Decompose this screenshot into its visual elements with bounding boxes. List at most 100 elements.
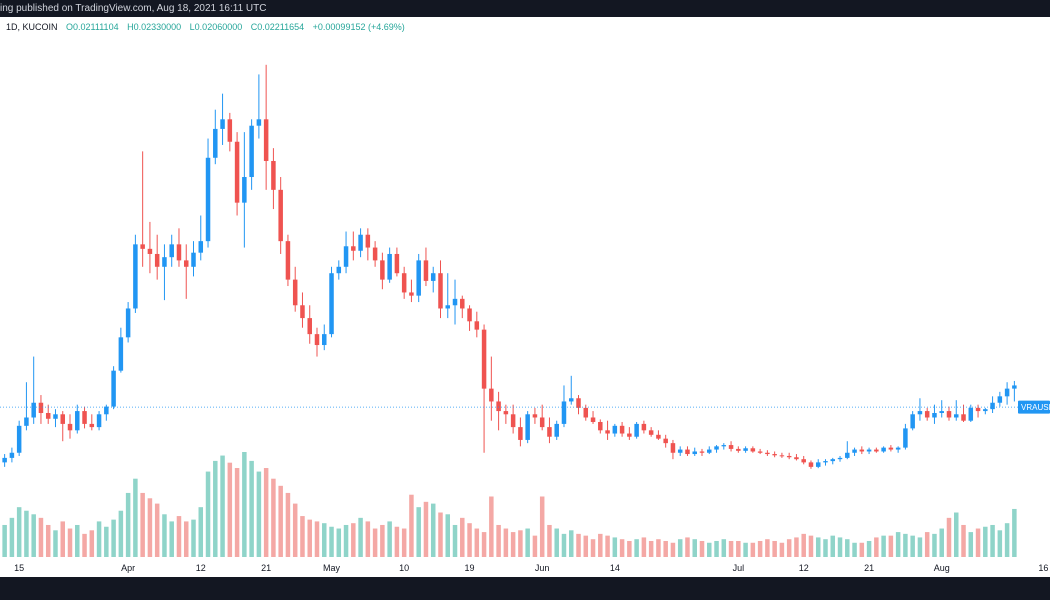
volume-bar: [104, 526, 109, 557]
candle-body: [234, 141, 240, 203]
symbol-info: 1D, KUCOIN O0.02111104 H0.02330000 L0.02…: [6, 22, 405, 32]
candle-body: [104, 406, 109, 415]
published-caption: ing published on TradingView.com, Aug 18…: [0, 3, 267, 14]
candle-body: [903, 428, 908, 448]
candle-body: [648, 430, 654, 435]
candle-body: [285, 241, 291, 280]
volume-bar: [234, 468, 240, 557]
candle: [1004, 382, 1010, 405]
candle-body: [561, 401, 567, 424]
volume-bar: [983, 526, 988, 557]
candle: [24, 382, 29, 431]
candle-body: [365, 234, 371, 248]
volume-bar: [576, 533, 581, 557]
volume-bar: [648, 540, 654, 557]
volume-bar: [997, 530, 1003, 557]
candle-body: [292, 279, 298, 306]
candle: [670, 439, 676, 460]
candle: [823, 459, 828, 466]
volume-bar: [53, 530, 58, 557]
candle: [467, 305, 472, 331]
volume-bar: [750, 542, 756, 557]
candle: [859, 446, 865, 455]
candle: [358, 228, 363, 258]
candle: [590, 411, 596, 424]
candle-body: [1004, 388, 1010, 397]
volume-bar: [285, 492, 291, 557]
volume-bar: [765, 539, 770, 557]
volume-bar: [162, 514, 167, 557]
candle: [510, 404, 516, 434]
candle-body: [677, 449, 683, 453]
low-value: L0.02060000: [189, 22, 243, 32]
candle: [845, 441, 850, 460]
volume-bar: [416, 507, 421, 557]
volume-bar: [220, 455, 225, 557]
candle-body: [213, 128, 218, 158]
candle-body: [496, 401, 501, 412]
volume-bar: [489, 496, 494, 557]
candle-body: [990, 402, 995, 410]
candle-body: [939, 411, 944, 414]
candle: [213, 109, 218, 165]
volume-bar: [271, 478, 276, 557]
volume-bar: [714, 540, 719, 557]
candle-body: [169, 244, 174, 258]
candle: [714, 445, 719, 453]
candle-body: [75, 411, 80, 431]
candle: [983, 407, 988, 415]
candle-body: [808, 462, 814, 467]
candle: [874, 447, 879, 453]
candle: [45, 404, 51, 424]
volume-bar: [154, 503, 160, 557]
candle: [721, 443, 727, 450]
volume-bar: [837, 537, 843, 557]
candle: [31, 356, 36, 424]
candle: [1012, 380, 1017, 402]
candle-body: [183, 260, 189, 267]
open-value: O0.02111104: [66, 22, 119, 32]
candlestick-chart[interactable]: 15 Apr 12 21 May 10 19 Jun 14 Jul 12 21 Aug 16 VRAUSD: [0, 0, 1050, 577]
candle: [380, 252, 385, 290]
candle: [147, 221, 153, 274]
candle-body: [401, 273, 407, 293]
volume-bar: [481, 532, 487, 557]
candle-body: [663, 438, 668, 444]
candle-body: [205, 157, 211, 242]
volume-bar: [147, 498, 153, 557]
volume-bar: [314, 521, 320, 557]
candle-body: [242, 177, 247, 203]
candle-body: [467, 308, 472, 322]
volume-bar: [801, 533, 806, 557]
volume-bar: [794, 537, 799, 557]
candle-body: [823, 461, 828, 463]
volume-bar: [874, 537, 879, 557]
candle: [481, 324, 487, 453]
candle: [278, 177, 283, 254]
candle: [743, 446, 748, 453]
candle: [111, 366, 116, 410]
candle-body: [336, 266, 342, 274]
candle-body: [590, 417, 596, 422]
volume-bar: [467, 523, 472, 557]
volume-bar: [699, 540, 705, 557]
x-tick-label: Jul: [733, 563, 745, 573]
volume-bar: [111, 519, 116, 557]
candle: [96, 411, 102, 431]
candle-body: [1012, 385, 1017, 389]
candle: [452, 279, 458, 325]
candle-body: [750, 448, 756, 452]
volume-bar: [743, 542, 748, 557]
volume-bar: [554, 528, 559, 557]
candle: [627, 427, 632, 440]
volume-bar: [445, 514, 451, 557]
volume-bar: [830, 535, 836, 557]
volume-bar: [910, 535, 915, 557]
candle-body: [866, 449, 872, 452]
candle: [786, 452, 792, 460]
candle: [183, 244, 189, 299]
candle-body: [503, 411, 509, 415]
volume-bar: [721, 539, 727, 557]
volume-bar: [895, 532, 901, 557]
volume-bar: [365, 521, 371, 557]
